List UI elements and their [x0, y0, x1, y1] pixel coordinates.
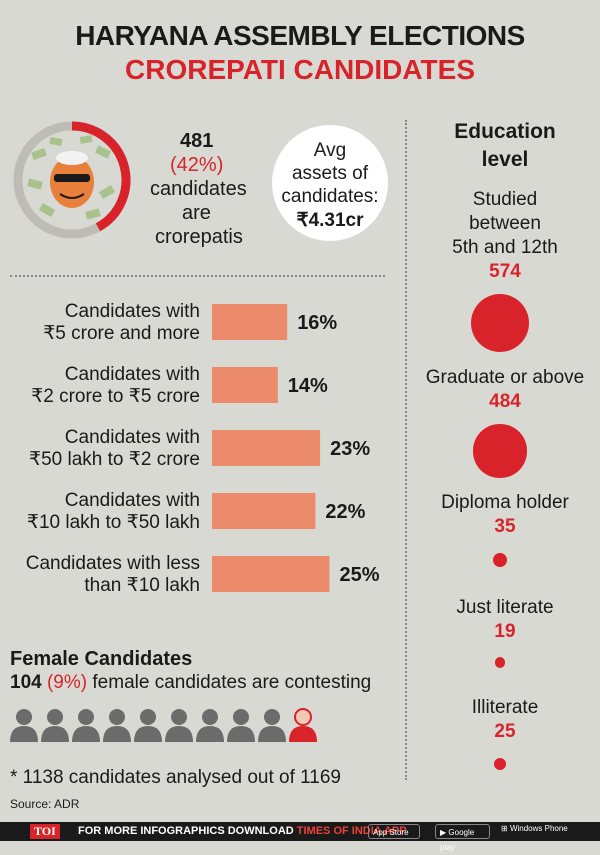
people-icons [10, 708, 317, 742]
bar [212, 556, 330, 592]
education-label: Just literate [456, 596, 554, 618]
crorepati-percent: (42%) [170, 154, 224, 176]
female-percent: (9%) [46, 672, 88, 693]
bar [212, 430, 321, 466]
footer-bar: TOI FOR MORE INFOGRAPHICS DOWNLOAD TIMES… [0, 822, 600, 852]
money-man-icon [27, 135, 116, 220]
education-count: 35 [494, 516, 516, 538]
source: Source: ADR [10, 797, 80, 811]
avg-assets-circle [272, 125, 388, 241]
education-label: Graduate or above [425, 367, 585, 388]
bar-category-label: Candidates with ₹2 crore to ₹5 crore [31, 364, 200, 407]
bar-category-label: Candidates with ₹50 lakh to ₹2 crore [29, 427, 200, 470]
bar-category-label: Candidates with less than ₹10 lakh [25, 553, 200, 596]
crorepati-text: are [182, 202, 211, 224]
avg-assets-value: ₹4.31cr [296, 210, 364, 231]
education-label: between [469, 213, 541, 234]
bar-value-label: 22% [325, 501, 365, 523]
toi-logo[interactable]: TOI [30, 824, 60, 839]
education-label: Illiterate [471, 697, 539, 719]
crorepati-text: candidates [150, 178, 247, 200]
education-count: 574 [489, 261, 521, 282]
education-dot [471, 294, 529, 352]
male-person-icon [41, 709, 69, 742]
education-dot [494, 657, 506, 668]
footer-text: FOR MORE INFOGRAPHICS DOWNLOAD TIMES OF … [78, 825, 407, 837]
crorepati-text: crorepatis [155, 226, 243, 248]
bar-category-label: Candidates with ₹5 crore and more [43, 301, 200, 344]
female-candidates-line: 104 (9%) female candidates are contestin… [10, 672, 371, 694]
vertical-divider [405, 120, 407, 780]
male-person-icon [258, 709, 286, 742]
male-person-icon [165, 709, 193, 742]
education-title: Education [454, 120, 556, 143]
page-subtitle: CROREPATI CANDIDATES [125, 54, 475, 85]
windows-phone-button[interactable]: ⊞ Windows Phone [501, 824, 568, 833]
bar-value-label: 25% [340, 564, 380, 586]
male-person-icon [196, 709, 224, 742]
male-person-icon [227, 709, 255, 742]
education-dot [492, 552, 508, 567]
female-count: 104 [10, 672, 42, 693]
bar-value-label: 16% [297, 312, 337, 334]
footer-brand[interactable]: TIMES OF INDIA APP [296, 825, 407, 837]
windows-icon: ⊞ [501, 824, 508, 833]
education-dot [473, 424, 527, 478]
bar-value-label: 14% [288, 375, 328, 397]
play-icon: ▶ [440, 828, 447, 837]
bar-category-label: Candidates with ₹10 lakh to ₹50 lakh [26, 490, 200, 533]
bar [212, 493, 316, 529]
female-person-icon [289, 708, 317, 742]
education-title: level [481, 148, 529, 171]
avg-assets-label: candidates: [281, 186, 379, 207]
avg-assets-label: assets of [291, 163, 369, 184]
female-text: female candidates are contesting [92, 672, 372, 693]
google-play-button[interactable]: ▶ Google play [435, 824, 490, 852]
app-store-button[interactable]: App Store [368, 824, 420, 839]
education-count: 484 [489, 391, 521, 412]
male-person-icon [72, 709, 100, 742]
crorepati-count: 481 [180, 130, 214, 152]
bar [212, 367, 278, 403]
education-count: 25 [494, 721, 516, 743]
crorepati-illustration [13, 121, 131, 239]
female-candidates-title: Female Candidates [10, 648, 193, 670]
male-person-icon [10, 709, 38, 742]
education-count: 19 [494, 620, 516, 642]
education-label: Studied [472, 189, 538, 210]
education-label: Diploma holder [441, 492, 569, 514]
bar [212, 304, 288, 340]
page-title: HARYANA ASSEMBLY ELECTIONS [75, 20, 525, 51]
asset-bar-chart: 16% 14% 23% 22% 25% [212, 304, 380, 592]
education-dot [493, 757, 507, 770]
footnote: * 1138 candidates analysed out of 1169 [10, 767, 341, 788]
bar-value-label: 23% [330, 438, 370, 460]
horizontal-divider [10, 275, 385, 277]
avg-assets-label: Avg [313, 140, 347, 161]
male-person-icon [134, 709, 162, 742]
male-person-icon [103, 709, 131, 742]
education-label: 5th and 12th [452, 237, 558, 258]
